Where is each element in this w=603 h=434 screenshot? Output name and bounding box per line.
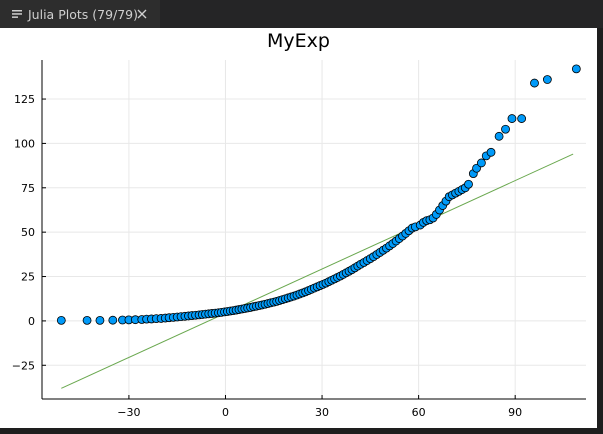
scatter-point	[464, 179, 473, 189]
scatter-point	[486, 147, 496, 157]
y-tick-label: 75	[21, 182, 35, 195]
scatter-point	[494, 131, 504, 141]
scatter-point	[82, 315, 92, 325]
scatter-point	[507, 114, 517, 123]
tick-labels: −30 0 30 60 90 −25 0 25 50 75 100 125	[12, 93, 522, 419]
y-tick-label: 0	[28, 315, 35, 328]
scatter-point	[476, 158, 486, 168]
scatter-point	[95, 315, 105, 325]
x-tick-label: −30	[117, 406, 140, 419]
tab-bar: Julia Plots (79/79)	[0, 0, 603, 28]
x-tick-label: 90	[508, 406, 522, 419]
y-tick-label: −25	[12, 359, 35, 372]
plot-pane: −30 0 30 60 90 −25 0 25 50 75 100 125 MyExp	[0, 28, 597, 428]
scatter-point	[108, 315, 118, 325]
scatter-point	[56, 315, 66, 325]
axes	[41, 60, 586, 400]
tab-julia-plots[interactable]: Julia Plots (79/79)	[0, 0, 160, 28]
close-icon[interactable]	[134, 6, 150, 22]
scatter-point	[517, 114, 527, 123]
scatter-point	[571, 64, 581, 74]
reference-line-segment	[61, 153, 574, 389]
y-tick-label: 25	[21, 271, 35, 284]
scatter-point	[542, 75, 552, 84]
scatter-point	[501, 124, 510, 134]
y-tick-label: 100	[14, 137, 35, 150]
plot-content: −30 0 30 60 90 −25 0 25 50 75 100 125 MyExp	[0, 28, 603, 434]
list-icon	[12, 9, 22, 19]
plot-title: MyExp	[267, 30, 330, 52]
scatter-plot: −30 0 30 60 90 −25 0 25 50 75 100 125	[12, 60, 586, 419]
reference-line	[61, 153, 574, 389]
tab-label: Julia Plots (79/79)	[28, 6, 139, 22]
x-tick-label: 30	[315, 406, 329, 419]
scatter-points	[56, 64, 581, 325]
grid-lines	[42, 60, 586, 399]
y-tick-label: 125	[14, 93, 35, 106]
y-tick-label: 50	[21, 226, 35, 239]
x-tick-label: 0	[222, 406, 229, 419]
scatter-point	[530, 78, 539, 88]
x-tick-label: 60	[412, 406, 426, 419]
